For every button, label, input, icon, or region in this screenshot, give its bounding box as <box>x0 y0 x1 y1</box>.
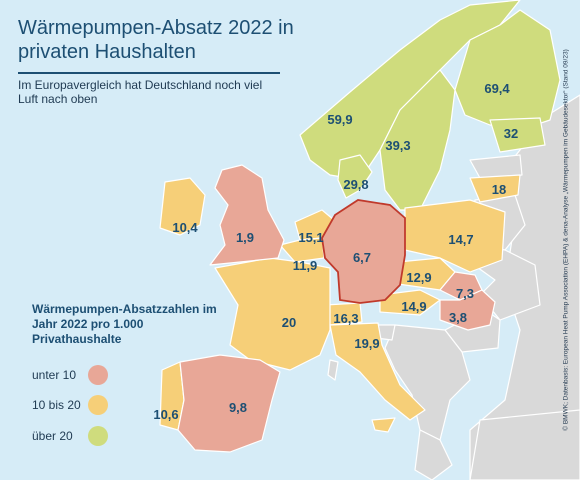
value-label-norway: 59,9 <box>327 112 352 127</box>
value-label-ireland: 10,4 <box>172 220 198 235</box>
countries-layer <box>159 0 580 480</box>
value-label-czechia: 12,9 <box>406 270 431 285</box>
value-label-switzerland: 16,3 <box>333 311 358 326</box>
source-credit: © BMWK; Datenbasis: European Heat Pump A… <box>562 49 570 431</box>
legend-label: 10 bis 20 <box>32 398 81 412</box>
value-label-hungary: 3,8 <box>449 310 467 325</box>
poland-land <box>404 199 506 273</box>
france-land <box>214 257 331 371</box>
corsica-land <box>327 359 339 381</box>
turkey-land <box>469 409 580 480</box>
legend-item-under-10: unter 10 <box>32 365 152 387</box>
value-label-uk: 1,9 <box>236 230 254 245</box>
legend-title: Wärmepumpen-Absatzzahlen im Jahr 2022 pr… <box>32 302 217 346</box>
legend-label: unter 10 <box>32 368 77 382</box>
legend-label: über 20 <box>32 429 73 443</box>
value-label-france: 20 <box>282 315 296 330</box>
greece-land <box>414 429 453 480</box>
value-label-germany: 6,7 <box>353 250 371 265</box>
estonia-land <box>489 117 546 153</box>
hungary-land <box>439 289 496 331</box>
title-divider <box>18 72 280 74</box>
value-label-finland: 69,4 <box>484 81 510 96</box>
uk-land <box>209 164 285 266</box>
map-title: Wärmepumpen-Absatz 2022 in privaten Haus… <box>18 17 294 63</box>
latvia-land <box>469 154 523 179</box>
value-label-slovakia: 7,3 <box>456 286 474 301</box>
finland-land <box>454 9 561 131</box>
italy-land <box>329 322 426 421</box>
legend-swatch <box>88 426 108 446</box>
value-label-estonia: 32 <box>504 126 518 141</box>
value-label-denmark: 29,8 <box>343 177 368 192</box>
value-label-belgium: 11,9 <box>293 258 318 273</box>
ireland-land <box>159 177 206 236</box>
value-label-netherlands: 15,1 <box>298 230 323 245</box>
value-label-poland: 14,7 <box>448 232 473 247</box>
denmark-land <box>337 154 373 199</box>
germany-highlight-border <box>321 199 406 304</box>
legend-swatch <box>88 365 108 385</box>
legend-item-10-to-20: 10 bis 20 <box>32 395 152 417</box>
value-label-lithuania: 18 <box>492 182 506 197</box>
value-label-italy: 19,9 <box>354 336 379 351</box>
value-label-portugal: 10,6 <box>153 407 178 422</box>
sicily-land <box>371 417 396 433</box>
spain-land <box>177 354 281 453</box>
map-subtitle: Im Europavergleich hat Deutschland noch … <box>18 78 263 106</box>
legend-item-over-20: über 20 <box>32 426 152 448</box>
slovakia-land <box>439 271 483 301</box>
lithuania-land <box>469 174 521 203</box>
austria-land <box>379 289 441 316</box>
sweden-land <box>379 69 456 211</box>
value-label-spain: 9,8 <box>229 400 247 415</box>
value-label-austria: 14,9 <box>401 299 426 314</box>
legend-swatch <box>88 395 108 415</box>
value-label-sweden: 39,3 <box>385 138 410 153</box>
